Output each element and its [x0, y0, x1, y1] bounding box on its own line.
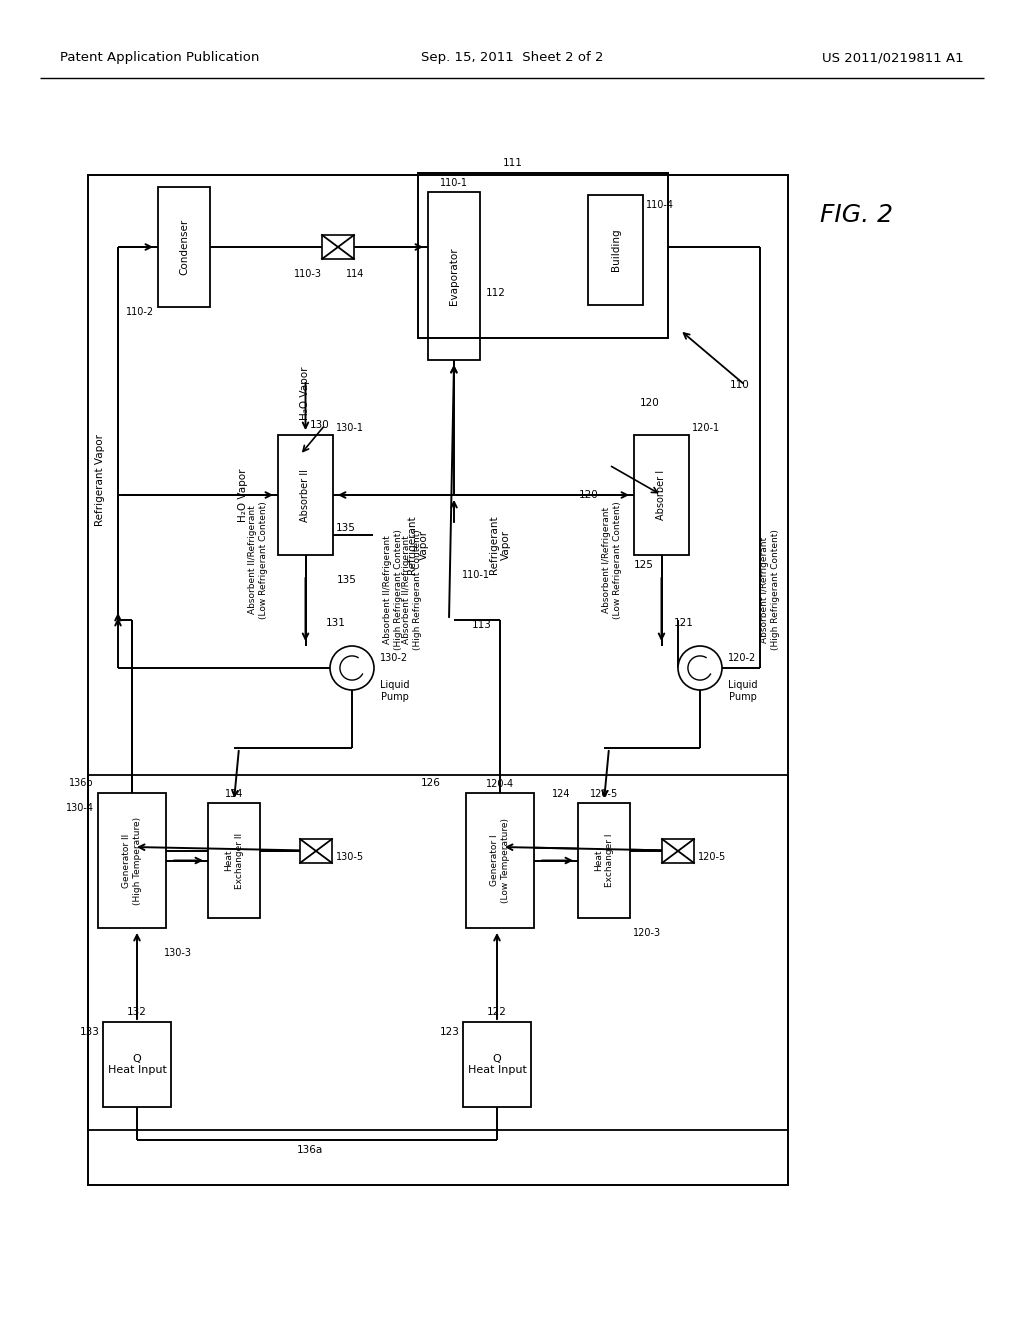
Text: 120-2: 120-2: [728, 653, 757, 663]
Bar: [634, 436, 689, 554]
Bar: [158, 187, 210, 308]
Text: 130-1: 130-1: [336, 422, 364, 433]
Text: 131: 131: [326, 618, 346, 628]
Text: Absorber I: Absorber I: [656, 470, 667, 520]
Text: 125: 125: [634, 560, 653, 570]
Text: 110-2: 110-2: [126, 308, 154, 317]
Text: 121: 121: [674, 618, 694, 628]
Bar: [300, 840, 332, 863]
Text: 110-1: 110-1: [462, 570, 490, 579]
Text: 120: 120: [580, 490, 599, 500]
Text: 110-4: 110-4: [646, 201, 674, 210]
Text: Patent Application Publication: Patent Application Publication: [60, 51, 259, 65]
Text: 130-4: 130-4: [66, 803, 94, 813]
Bar: [588, 195, 643, 305]
Text: 110-1: 110-1: [440, 178, 468, 187]
Bar: [418, 173, 668, 338]
Text: 120-4: 120-4: [486, 779, 514, 789]
Text: 133: 133: [80, 1027, 100, 1038]
Text: Heat
Exchanger I: Heat Exchanger I: [594, 834, 613, 887]
Text: 132: 132: [127, 1007, 146, 1016]
Text: 136b: 136b: [70, 777, 94, 788]
Bar: [662, 840, 694, 863]
Text: 120-3: 120-3: [633, 928, 662, 939]
Text: Refrigerant
Vapor: Refrigerant Vapor: [408, 516, 429, 574]
Text: Absorber II: Absorber II: [300, 469, 310, 521]
Text: 110-3: 110-3: [294, 269, 322, 279]
Bar: [103, 1022, 171, 1107]
Circle shape: [678, 645, 722, 690]
Bar: [466, 793, 534, 928]
Text: Liquid
Pump: Liquid Pump: [380, 680, 410, 702]
Text: 114: 114: [346, 269, 365, 279]
Text: H₂O Vapor: H₂O Vapor: [238, 469, 248, 521]
Text: Absorbent I/Refrigerant
(Low Refrigerant Content): Absorbent I/Refrigerant (Low Refrigerant…: [602, 502, 622, 619]
Text: FIG. 2: FIG. 2: [820, 203, 893, 227]
Text: 130-5: 130-5: [336, 851, 365, 862]
Text: H₂O Vapor: H₂O Vapor: [300, 367, 310, 420]
Bar: [463, 1022, 531, 1107]
Text: 111: 111: [503, 158, 523, 168]
Circle shape: [330, 645, 374, 690]
Text: 120-5: 120-5: [698, 851, 726, 862]
Text: Sep. 15, 2011  Sheet 2 of 2: Sep. 15, 2011 Sheet 2 of 2: [421, 51, 603, 65]
Text: Building: Building: [610, 228, 621, 272]
Text: 136a: 136a: [297, 1144, 324, 1155]
Text: 113: 113: [472, 620, 492, 630]
Text: 120-1: 120-1: [692, 422, 720, 433]
Bar: [428, 191, 480, 360]
Text: Heat
Exchanger II: Heat Exchanger II: [224, 833, 244, 888]
Text: Generator I
(Low Temperature): Generator I (Low Temperature): [490, 818, 510, 903]
Text: 135: 135: [337, 576, 357, 585]
Bar: [208, 803, 260, 917]
Text: 120-5: 120-5: [590, 789, 618, 799]
Text: 112: 112: [486, 288, 506, 298]
Text: 123: 123: [440, 1027, 460, 1038]
Bar: [322, 235, 354, 259]
Text: Liquid
Pump: Liquid Pump: [728, 680, 758, 702]
Text: Absorbent II/Refrigerant
(Low Refrigerant Content): Absorbent II/Refrigerant (Low Refrigeran…: [248, 502, 267, 619]
Bar: [88, 775, 788, 1130]
Text: 124: 124: [552, 789, 570, 799]
Text: Refrigerant
Vapor: Refrigerant Vapor: [489, 516, 511, 574]
Text: Absorbent II/Refrigerant
(High Refrigerant Content): Absorbent II/Refrigerant (High Refrigera…: [383, 529, 402, 651]
Text: Condenser: Condenser: [179, 219, 189, 275]
Text: Q
Heat Input: Q Heat Input: [108, 1053, 167, 1076]
Text: US 2011/0219811 A1: US 2011/0219811 A1: [822, 51, 964, 65]
Text: Absorbent II/Refrigerant
(High Refrigerant Content): Absorbent II/Refrigerant (High Refrigera…: [402, 529, 422, 651]
Text: 120: 120: [640, 399, 659, 408]
Text: 130-3: 130-3: [164, 948, 193, 958]
Bar: [578, 803, 630, 917]
Text: 122: 122: [487, 1007, 507, 1016]
Text: Refrigerant Vapor: Refrigerant Vapor: [95, 434, 105, 525]
Text: 126: 126: [421, 777, 441, 788]
Text: 110: 110: [730, 380, 750, 389]
Bar: [88, 176, 788, 1185]
Text: Absorbent I/Refrigerant
(High Refrigerant Content): Absorbent I/Refrigerant (High Refrigeran…: [760, 529, 779, 651]
Bar: [98, 793, 166, 928]
Text: 130: 130: [310, 420, 330, 430]
Text: Q
Heat Input: Q Heat Input: [468, 1053, 526, 1076]
Text: 130-2: 130-2: [380, 653, 409, 663]
Text: Evaporator: Evaporator: [449, 247, 459, 305]
Text: 135: 135: [336, 523, 356, 533]
Text: Generator II
(High Temperature): Generator II (High Temperature): [122, 817, 141, 904]
Text: 134: 134: [225, 789, 243, 799]
Bar: [278, 436, 333, 554]
